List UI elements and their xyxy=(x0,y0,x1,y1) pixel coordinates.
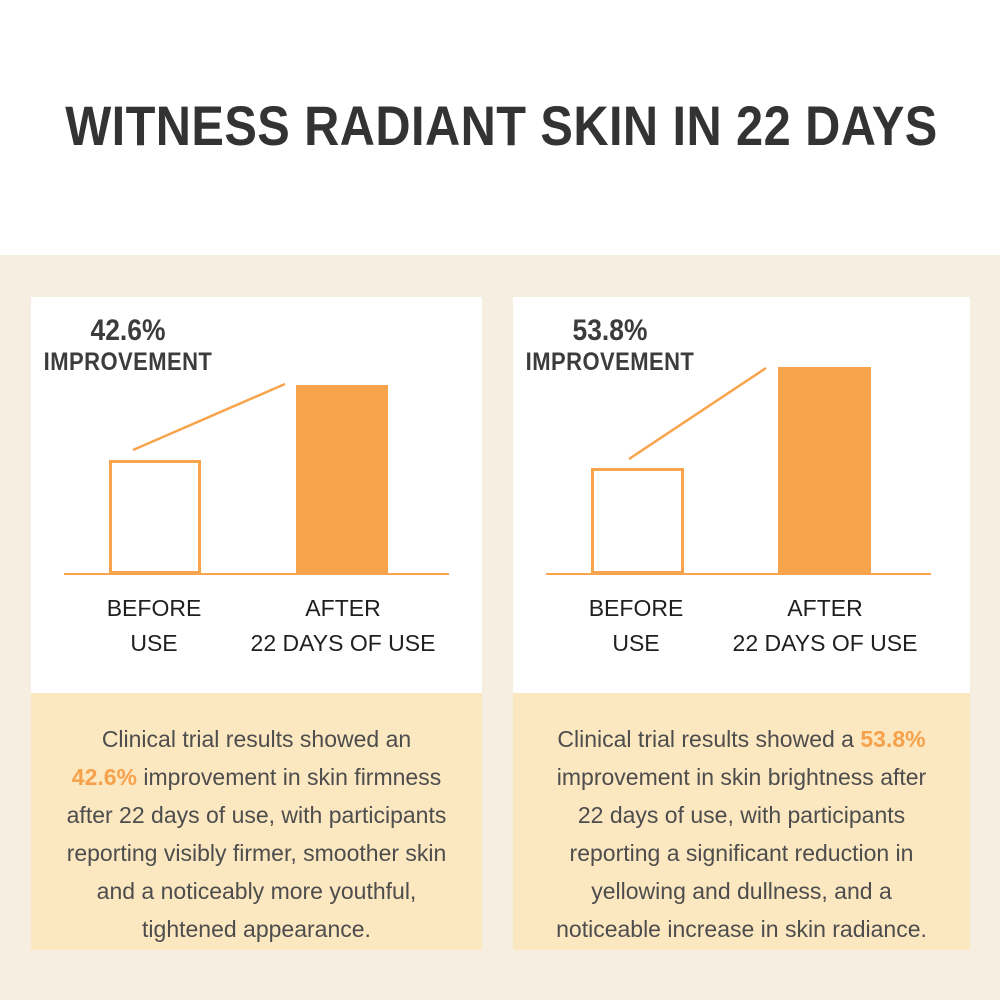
result-panel-firmness: Clinical trial results showed an 42.6% im… xyxy=(31,693,482,950)
after-label-line2: 22 DAYS OF USE xyxy=(732,630,918,656)
after-bar xyxy=(778,367,871,574)
before-label-line2: USE xyxy=(130,630,178,656)
bar-chart-firmness xyxy=(64,382,449,575)
improvement-value: 42.6% xyxy=(90,314,166,347)
before-bar xyxy=(591,468,684,574)
before-bar xyxy=(109,460,201,574)
improvement-value: 53.8% xyxy=(572,314,648,347)
chart-card-brightness: 53.8% IMPROVEMENT BEFORE USE AFTER 22 DA… xyxy=(513,297,970,693)
before-label: BEFORE xyxy=(588,595,684,621)
result-text: Clinical trial results showed an 42.6% im… xyxy=(66,726,447,942)
improvement-label: IMPROVEMENT xyxy=(525,348,695,376)
after-bar xyxy=(296,385,388,574)
improvement-label: IMPROVEMENT xyxy=(43,348,213,376)
result-text: Clinical trial results showed a 53.8% imp… xyxy=(556,726,927,942)
page-title-text: WITNESS RADIANT SKIN IN 22 DAYS xyxy=(65,94,938,157)
improvement-stat: 42.6% IMPROVEMENT xyxy=(43,314,214,377)
trend-line xyxy=(628,366,767,461)
result-panel-brightness: Clinical trial results showed a 53.8% imp… xyxy=(513,693,970,950)
chart-card-firmness: 42.6% IMPROVEMENT BEFORE USE AFTER 22 DA… xyxy=(31,297,482,693)
page-title: WITNESS RADIANT SKIN IN 22 DAYS xyxy=(0,98,1000,154)
after-label: AFTER xyxy=(787,595,863,621)
bar-chart-brightness xyxy=(546,366,931,575)
trend-line xyxy=(132,382,286,452)
after-label-line2: 22 DAYS OF USE xyxy=(250,630,436,656)
improvement-stat: 53.8% IMPROVEMENT xyxy=(525,314,696,377)
before-label: BEFORE xyxy=(106,595,202,621)
before-label-line2: USE xyxy=(612,630,660,656)
after-label: AFTER xyxy=(305,595,381,621)
